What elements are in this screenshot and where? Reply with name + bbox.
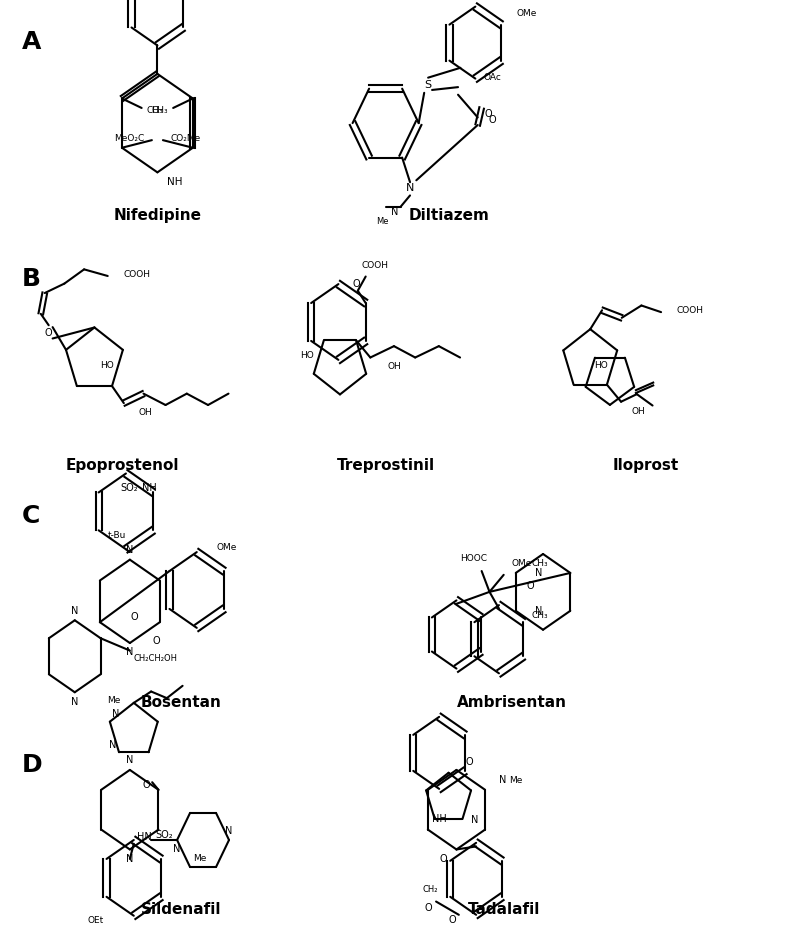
Text: Me: Me	[107, 696, 120, 706]
Text: O: O	[152, 636, 160, 646]
Text: HO: HO	[594, 361, 608, 370]
Text: CH₂: CH₂	[423, 884, 438, 894]
Text: N: N	[406, 183, 414, 193]
Text: O: O	[424, 903, 432, 913]
Text: OEt: OEt	[87, 916, 104, 925]
Text: O: O	[484, 109, 492, 118]
Text: OMe: OMe	[216, 543, 237, 552]
Text: N: N	[126, 854, 134, 864]
Text: CH₃: CH₃	[531, 611, 548, 620]
Text: N: N	[126, 545, 134, 555]
Text: O: O	[439, 854, 447, 864]
Text: C: C	[22, 504, 40, 527]
Text: N: N	[126, 756, 134, 765]
Text: Epoprostenol: Epoprostenol	[65, 458, 179, 474]
Text: N: N	[173, 845, 181, 854]
Text: N: N	[534, 568, 542, 578]
Text: N: N	[113, 709, 120, 719]
Text: HO: HO	[301, 351, 314, 360]
Text: NH: NH	[168, 177, 183, 188]
Text: OH: OH	[631, 406, 645, 416]
Text: D: D	[22, 753, 42, 777]
Text: O: O	[353, 279, 360, 289]
Text: NH: NH	[142, 483, 157, 492]
Text: COOH: COOH	[677, 306, 704, 314]
Text: Sildenafil: Sildenafil	[141, 902, 221, 917]
Text: OH: OH	[139, 408, 152, 417]
Text: N: N	[225, 826, 233, 835]
Text: O: O	[131, 613, 139, 622]
Text: Diltiazem: Diltiazem	[408, 208, 489, 223]
Text: Me: Me	[376, 217, 389, 225]
Text: Tadalafil: Tadalafil	[467, 902, 540, 917]
Text: N: N	[390, 206, 398, 217]
Text: COOH: COOH	[124, 270, 150, 278]
Text: Nifedipine: Nifedipine	[113, 208, 201, 223]
Text: N: N	[71, 606, 79, 616]
Text: N: N	[109, 740, 116, 750]
Text: HN: HN	[137, 832, 152, 842]
Text: CH₂CH₂OH: CH₂CH₂OH	[134, 653, 178, 663]
Text: HOOC: HOOC	[460, 554, 487, 563]
Text: COOH: COOH	[361, 260, 389, 270]
Text: MeO₂C: MeO₂C	[114, 134, 144, 143]
Text: Bosentan: Bosentan	[141, 695, 221, 710]
Text: S: S	[424, 80, 432, 90]
Text: OMe: OMe	[517, 9, 538, 18]
Text: O: O	[143, 780, 150, 790]
Text: N: N	[471, 815, 478, 825]
Text: CH₃: CH₃	[531, 559, 548, 568]
Text: OH: OH	[387, 363, 401, 371]
Text: O: O	[488, 116, 496, 125]
Text: Treprostinil: Treprostinil	[337, 458, 434, 474]
Text: Iloprost: Iloprost	[612, 458, 678, 474]
Text: B: B	[22, 267, 41, 291]
Text: O: O	[526, 581, 534, 591]
Text: OAc: OAc	[483, 73, 501, 82]
Text: O: O	[449, 915, 456, 924]
Text: HO: HO	[100, 361, 113, 369]
Text: Ambrisentan: Ambrisentan	[456, 695, 567, 710]
Text: CO₂Me: CO₂Me	[171, 134, 201, 143]
Text: O: O	[45, 328, 53, 338]
Text: SO₂: SO₂	[120, 483, 139, 492]
Text: Me: Me	[193, 854, 206, 864]
Text: O: O	[466, 758, 474, 767]
Text: N: N	[126, 648, 134, 657]
Text: OMe: OMe	[512, 559, 532, 568]
Text: A: A	[22, 30, 42, 54]
Text: N: N	[499, 776, 507, 785]
Text: SO₂: SO₂	[156, 831, 173, 840]
Text: t-Bu: t-Bu	[107, 530, 126, 540]
Text: NH: NH	[432, 814, 447, 824]
Text: N: N	[534, 606, 542, 616]
Text: Me: Me	[508, 776, 522, 785]
Text: CH₃: CH₃	[152, 106, 168, 116]
Text: CH₃: CH₃	[146, 106, 163, 116]
Text: N: N	[71, 697, 79, 706]
